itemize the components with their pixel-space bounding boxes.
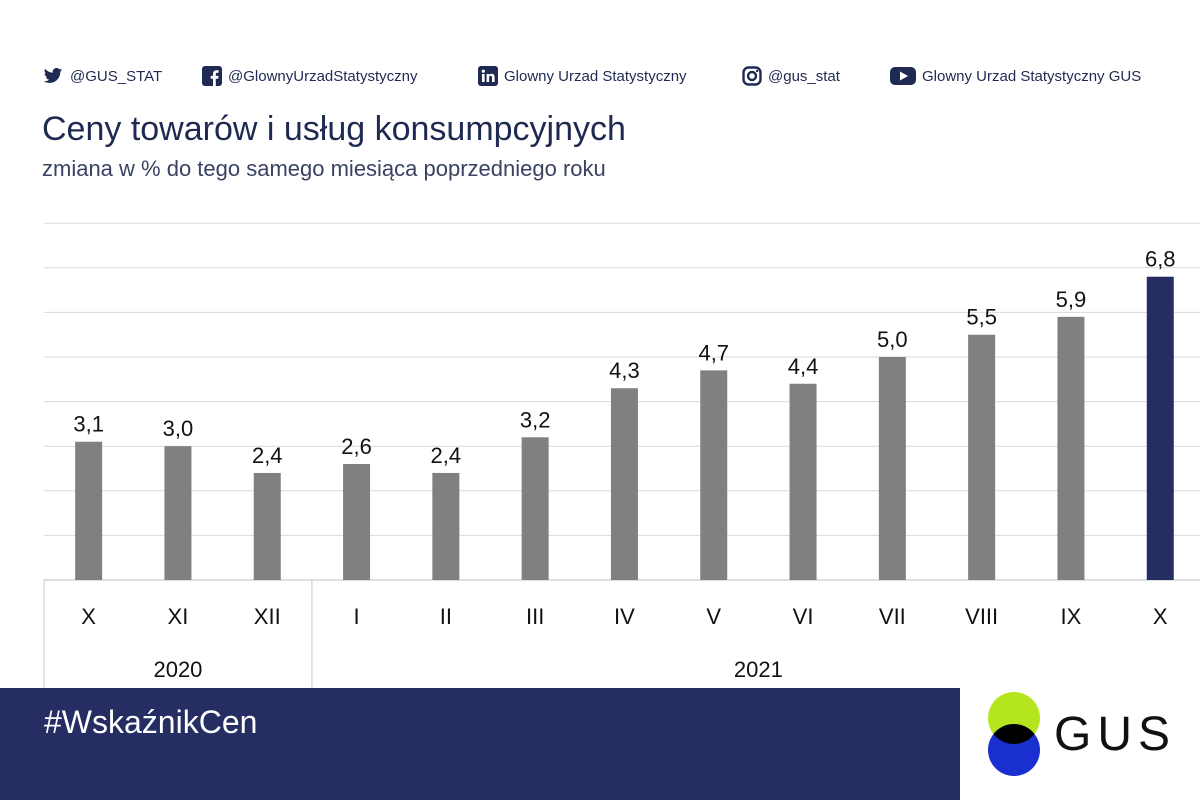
linkedin-icon [478,66,498,86]
bar [878,357,906,580]
data-label: 3,1 [73,412,104,437]
data-label: 2,6 [341,434,372,459]
bar [700,370,728,580]
bar [343,464,371,580]
bar [1146,276,1174,580]
x-tick-label: X [81,604,96,629]
x-tick-label: IV [614,604,635,629]
social-label: @GUS_STAT [70,67,163,85]
gus-logo: GUS [960,688,1200,800]
x-tick-label: XI [168,604,189,629]
twitter-icon [43,68,63,83]
group-label: 2021 [734,657,783,682]
x-tick-label: XII [254,604,281,629]
social-youtube[interactable]: Glowny Urzad Statystyczny GUS [890,66,1141,86]
data-label: 3,2 [520,407,551,432]
data-label: 5,5 [966,305,997,330]
data-label: 2,4 [252,443,283,468]
x-tick-label: VII [879,604,906,629]
bar [1057,316,1085,580]
hashtag: #WskaźnikCen [44,704,258,740]
social-links: @GUS_STAT @GlownyUrzadStatystyczny Glown… [42,66,1172,94]
social-label: Glowny Urzad Statystyczny [504,67,687,85]
instagram-icon [742,66,762,86]
gus-logo-icon: GUS [988,692,1176,776]
facebook-icon [202,66,222,86]
data-label: 2,4 [431,443,462,468]
social-label: @gus_stat [768,67,840,85]
social-label: @GlownyUrzadStatystyczny [228,67,418,85]
bar [164,446,192,580]
chart-subtitle: zmiana w % do tego samego miesiąca poprz… [42,156,606,181]
x-tick-label: VIII [965,604,998,629]
bottom-banner [0,688,960,800]
social-instagram[interactable]: @gus_stat [742,66,840,86]
bar [75,441,103,580]
bar [789,383,817,580]
data-label: 5,9 [1056,287,1087,312]
x-tick-label: I [353,604,359,629]
social-facebook[interactable]: @GlownyUrzadStatystyczny [202,66,417,86]
x-tick-label: III [526,604,544,629]
x-tick-label: IX [1061,604,1082,629]
data-label: 4,7 [698,340,729,365]
bar [610,388,638,580]
social-twitter[interactable]: @GUS_STAT [42,66,162,86]
social-label: Glowny Urzad Statystyczny GUS [922,67,1142,85]
data-label: 3,0 [163,416,194,441]
social-linkedin[interactable]: Glowny Urzad Statystyczny [478,66,687,86]
x-tick-label: II [440,604,452,629]
x-tick-label: VI [793,604,814,629]
data-label: 4,3 [609,358,640,383]
logo-text: GUS [1054,708,1176,761]
bar [253,472,281,580]
x-tick-label: V [706,604,721,629]
group-label: 2020 [153,657,202,682]
data-label: 6,8 [1145,247,1176,272]
youtube-icon [890,67,916,85]
data-label: 4,4 [788,354,819,379]
bar [521,437,549,580]
chart-title: Ceny towarów i usług konsumpcyjnych [42,110,626,148]
bar [432,472,460,580]
x-tick-label: X [1153,604,1168,629]
bar [968,334,996,580]
bar-chart: 3,1 X 3,0 XI 2,4 XII 2,6 I 2,4 II 3,2 III 4,3 IV 4,7 V 4… [43,222,1200,688]
data-label: 5,0 [877,327,908,352]
